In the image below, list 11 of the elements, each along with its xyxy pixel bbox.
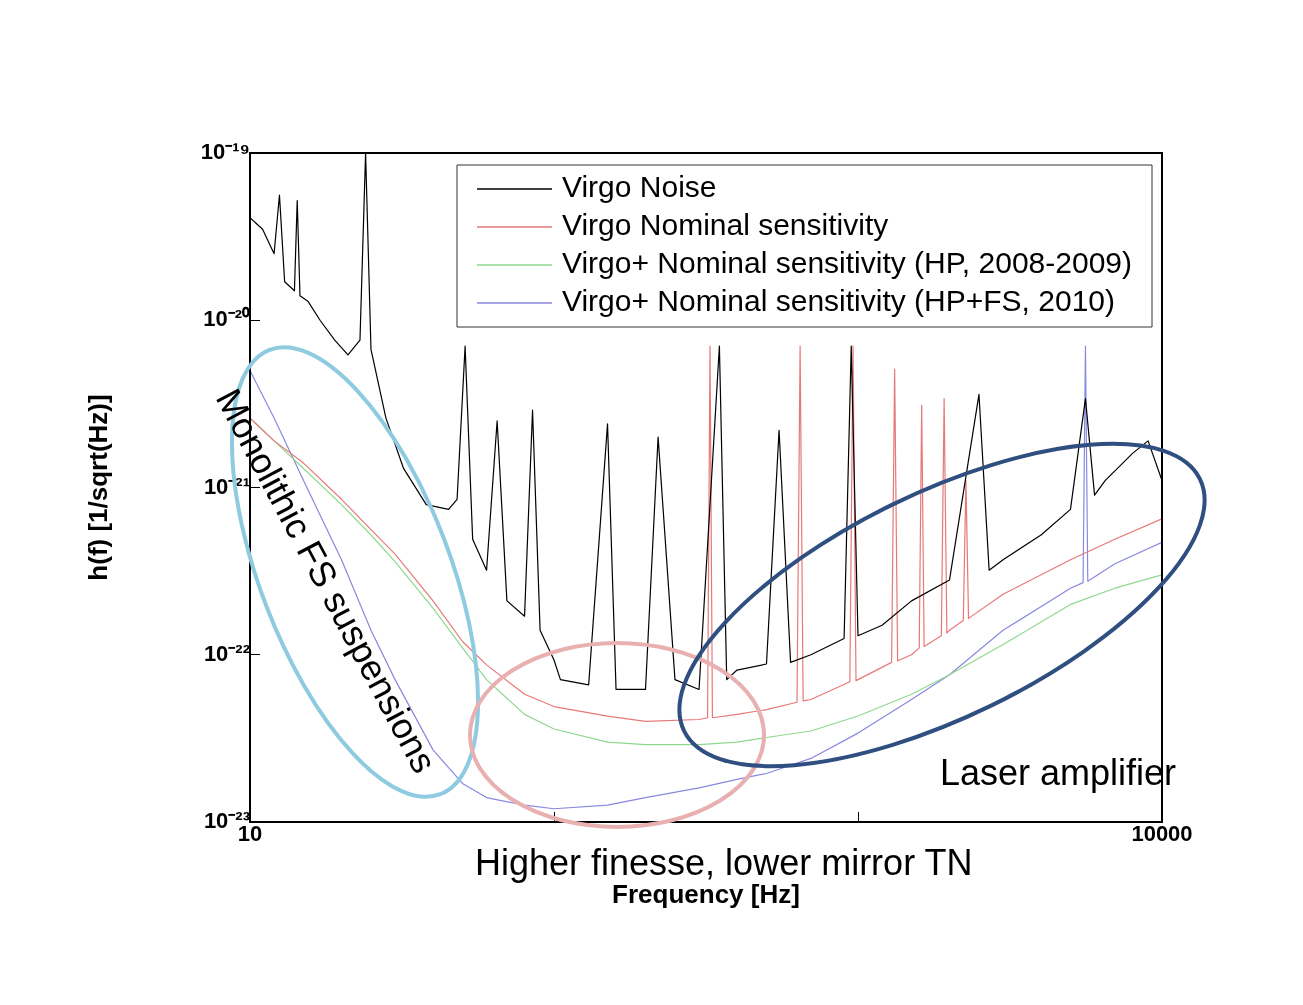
legend-label: Virgo Nominal sensitivity [561,208,889,242]
y-axis-title: h(f) [1/sqrt(Hz)] [82,394,113,581]
x-tick-label: 10 [237,821,263,847]
legend-label: Virgo+ Nominal sensitivity (HP, 2008-2009) [561,246,1132,280]
legend-label: Virgo+ Nominal sensitivity (HP+FS, 2010) [561,284,1115,318]
x-tick-label: 10000 [1131,821,1193,847]
text: Higher finesse, lower mirror TN [475,842,973,884]
y-tick-label: 10⁻²⁰ [203,306,250,332]
legend-label: Virgo Noise [561,170,717,204]
y-tick-label: 10⁻¹⁹ [200,139,250,165]
y-tick-label: 10⁻²² [203,640,250,666]
